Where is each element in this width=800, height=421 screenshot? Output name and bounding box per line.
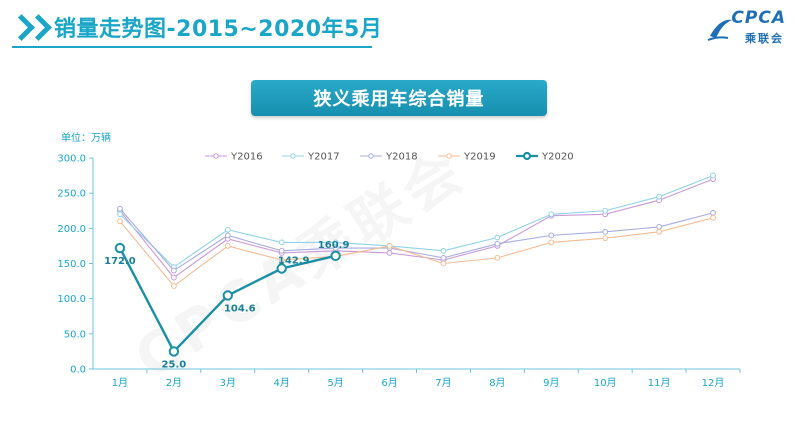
series-line-y2017: [119, 175, 714, 268]
chart-title-banner: 狭义乘用车综合销量: [251, 80, 547, 116]
y-tick-label: 150.0: [57, 259, 86, 270]
legend-label: Y2020: [541, 152, 574, 163]
data-point-y2017: [278, 239, 285, 246]
data-point-y2016: [170, 274, 177, 281]
data-point-y2019: [494, 254, 501, 261]
legend-label: Y2018: [385, 152, 418, 163]
data-point-y2017: [710, 172, 716, 179]
data-point-y2020: [114, 242, 126, 254]
series-line-y2019: [119, 217, 714, 287]
data-point-y2020: [330, 250, 341, 262]
series-line-y2018: [119, 208, 714, 272]
legend-marker: [213, 153, 219, 159]
x-tick-label: 11月: [648, 377, 671, 389]
data-point-y2017: [332, 239, 339, 246]
data-point-y2019: [548, 239, 555, 246]
logo-text: CPCA: [731, 8, 786, 28]
x-tick-label: 1月: [112, 377, 128, 389]
page-header: 销量走势图-2015~2020年5月: [8, 10, 383, 44]
series-line-y2016: [119, 178, 714, 279]
x-tick-label: 2月: [166, 377, 182, 389]
data-label-y2020: 160.9: [318, 240, 350, 251]
data-point-y2018: [117, 205, 123, 212]
title-underline: [12, 46, 372, 48]
x-tick-label: 7月: [435, 377, 451, 389]
x-tick-label: 6月: [381, 377, 397, 389]
x-tick-label: 4月: [274, 377, 290, 389]
data-point-y2018: [548, 232, 555, 239]
logo-subtext: 乘联会: [745, 32, 784, 45]
legend-marker: [446, 153, 452, 159]
y-tick-label: 300.0: [57, 154, 86, 165]
data-point-y2019: [602, 235, 609, 242]
data-point-y2018: [278, 247, 285, 254]
x-tick-label: 5月: [327, 377, 343, 389]
data-point-y2019: [440, 260, 447, 267]
data-point-y2019: [278, 257, 285, 263]
data-point-y2018: [224, 232, 231, 239]
data-point-y2017: [494, 234, 501, 241]
data-point-y2018: [170, 267, 177, 274]
data-point-y2018: [602, 228, 609, 235]
legend-marker: [290, 153, 296, 159]
data-label-y2020: 142.9: [278, 255, 310, 266]
data-label-y2020: 172.0: [104, 256, 136, 267]
legend-label: Y2016: [230, 152, 263, 163]
y-tick-label: 200.0: [57, 224, 86, 235]
data-point-y2018: [710, 209, 716, 216]
data-point-y2017: [602, 207, 609, 214]
data-point-y2017: [224, 226, 231, 233]
data-point-y2019: [710, 214, 716, 221]
legend-marker: [522, 151, 532, 161]
data-point-y2018: [332, 245, 339, 251]
data-point-y2019: [386, 243, 393, 249]
data-point-y2017: [656, 193, 663, 200]
data-point-y2020: [276, 263, 287, 274]
data-point-y2017: [117, 211, 123, 218]
data-point-y2016: [386, 250, 393, 256]
data-point-y2020: [168, 346, 180, 357]
data-point-y2019: [224, 243, 231, 249]
data-label-y2020: 104.6: [224, 303, 256, 314]
y-tick-label: 100.0: [57, 294, 86, 305]
legend-marker: [368, 153, 374, 159]
y-tick-label: 50.0: [64, 329, 86, 340]
x-tick-label: 12月: [702, 377, 725, 389]
cpca-logo: CPCA 乘联会: [706, 8, 786, 52]
x-tick-label: 9月: [543, 377, 559, 389]
data-point-y2018: [656, 224, 663, 230]
y-tick-label: 0.0: [70, 365, 86, 376]
data-point-y2019: [117, 218, 123, 225]
legend-label: Y2019: [463, 152, 496, 163]
x-tick-label: 10月: [594, 377, 617, 389]
legend-label: Y2017: [307, 152, 340, 163]
data-label-y2020: 25.0: [162, 359, 187, 370]
page-title: 销量走势图-2015~2020年5月: [54, 17, 383, 42]
data-point-y2017: [548, 211, 555, 218]
data-point-y2017: [440, 247, 447, 254]
data-point-y2019: [170, 283, 177, 289]
data-point-y2018: [440, 254, 447, 261]
x-tick-label: 3月: [220, 377, 236, 389]
data-point-y2020: [222, 290, 233, 301]
x-tick-label: 8月: [489, 377, 505, 389]
data-point-y2018: [494, 240, 501, 247]
logo-swoosh-icon: [707, 19, 732, 41]
y-tick-label: 250.0: [57, 189, 86, 200]
data-point-y2019: [656, 228, 663, 235]
unit-label: 单位：万辆: [61, 133, 111, 144]
